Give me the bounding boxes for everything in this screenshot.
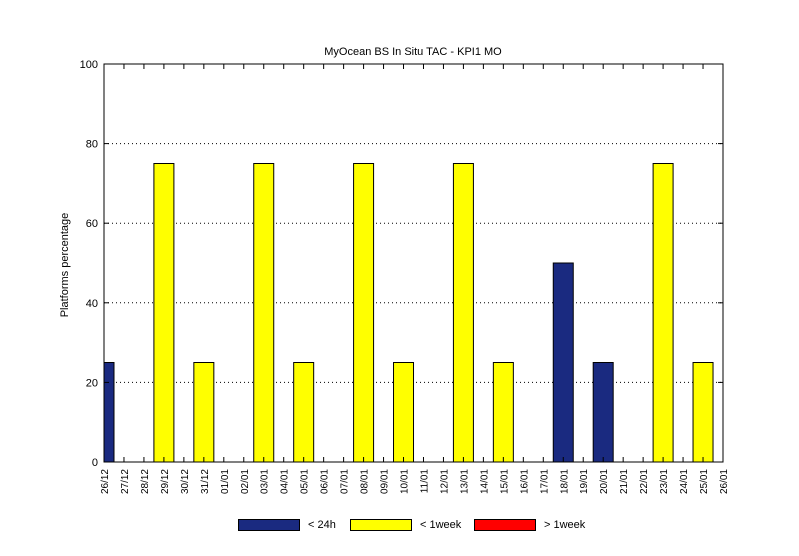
x-tick-label: 30/12 xyxy=(180,469,191,494)
x-tick-label: 26/12 xyxy=(100,469,111,494)
legend-label-gt-1week: > 1week xyxy=(544,519,586,531)
legend-label-1week: < 1week xyxy=(420,519,462,531)
x-tick-label: 11/01 xyxy=(419,469,430,494)
x-tick-label: 12/01 xyxy=(439,469,450,494)
x-tick-label: 26/01 xyxy=(719,469,730,494)
bar xyxy=(193,362,215,463)
bar xyxy=(293,362,315,463)
x-tick-label: 02/01 xyxy=(240,469,251,494)
plot-area-frame xyxy=(103,63,724,463)
x-tick-label: 14/01 xyxy=(479,469,490,494)
x-tick-label: 10/01 xyxy=(400,469,411,494)
bar xyxy=(153,163,175,463)
bar xyxy=(253,163,275,463)
bar xyxy=(103,362,115,463)
x-tick-label: 05/01 xyxy=(300,469,311,494)
bar xyxy=(592,362,614,463)
chart-title: MyOcean BS In Situ TAC - KPI1 MO xyxy=(324,46,502,58)
bars xyxy=(103,163,714,463)
x-tick-label: 31/12 xyxy=(200,469,211,494)
x-tick-label: 29/12 xyxy=(160,469,171,494)
x-tick-label: 06/01 xyxy=(320,469,331,494)
bar xyxy=(492,362,514,463)
legend-swatch-gt-1week xyxy=(474,519,536,531)
y-tick-label: 100 xyxy=(80,59,98,71)
legend-item-gt-1week: > 1week xyxy=(474,518,585,532)
legend-swatch-24h xyxy=(238,519,300,531)
x-tick-label: 16/01 xyxy=(519,469,530,494)
bar xyxy=(452,163,474,463)
legend-item-24h: < 24h xyxy=(238,518,336,532)
bar xyxy=(652,163,674,463)
y-tick-label: 40 xyxy=(86,298,98,310)
x-tick-label: 28/12 xyxy=(140,469,151,494)
x-tick-label: 08/01 xyxy=(360,469,371,494)
x-tick-label: 18/01 xyxy=(559,469,570,494)
x-tick-label: 15/01 xyxy=(499,469,510,494)
legend-item-1week: < 1week xyxy=(350,518,461,532)
y-tick-label: 80 xyxy=(86,139,98,151)
bar xyxy=(552,262,574,463)
x-tick-label: 25/01 xyxy=(699,469,710,494)
x-tick-label: 21/01 xyxy=(619,469,630,494)
x-tick-label: 19/01 xyxy=(579,469,590,494)
y-tick-label: 60 xyxy=(86,218,98,230)
x-tick-label: 09/01 xyxy=(380,469,391,494)
x-tick-label: 03/01 xyxy=(260,469,271,494)
y-axis-label: Platforms percentage xyxy=(59,213,71,318)
x-tick-label: 20/01 xyxy=(599,469,610,494)
x-tick-label: 13/01 xyxy=(459,469,470,494)
x-tick-labels: 26/12 27/12 28/12 29/12 30/12 31/12 01/01 02/01… xyxy=(100,64,730,494)
grid-lines xyxy=(104,143,723,383)
x-tick-label: 01/01 xyxy=(220,469,231,494)
legend-swatch-1week xyxy=(350,519,412,531)
y-tick-label: 20 xyxy=(86,377,98,389)
x-tick-label: 22/01 xyxy=(639,469,650,494)
y-tick-label: 0 xyxy=(92,457,98,469)
x-tick-label: 04/01 xyxy=(280,469,291,494)
legend-label-24h: < 24h xyxy=(308,519,336,531)
y-tick-labels: 0 20 40 60 80 100 xyxy=(80,59,723,469)
bar xyxy=(692,362,714,463)
x-tick-label: 07/01 xyxy=(340,469,351,494)
bar xyxy=(393,362,415,463)
x-tick-label: 27/12 xyxy=(120,469,131,494)
x-tick-label: 23/01 xyxy=(659,469,670,494)
x-tick-label: 17/01 xyxy=(539,469,550,494)
bar xyxy=(353,163,375,463)
x-tick-label: 24/01 xyxy=(679,469,690,494)
